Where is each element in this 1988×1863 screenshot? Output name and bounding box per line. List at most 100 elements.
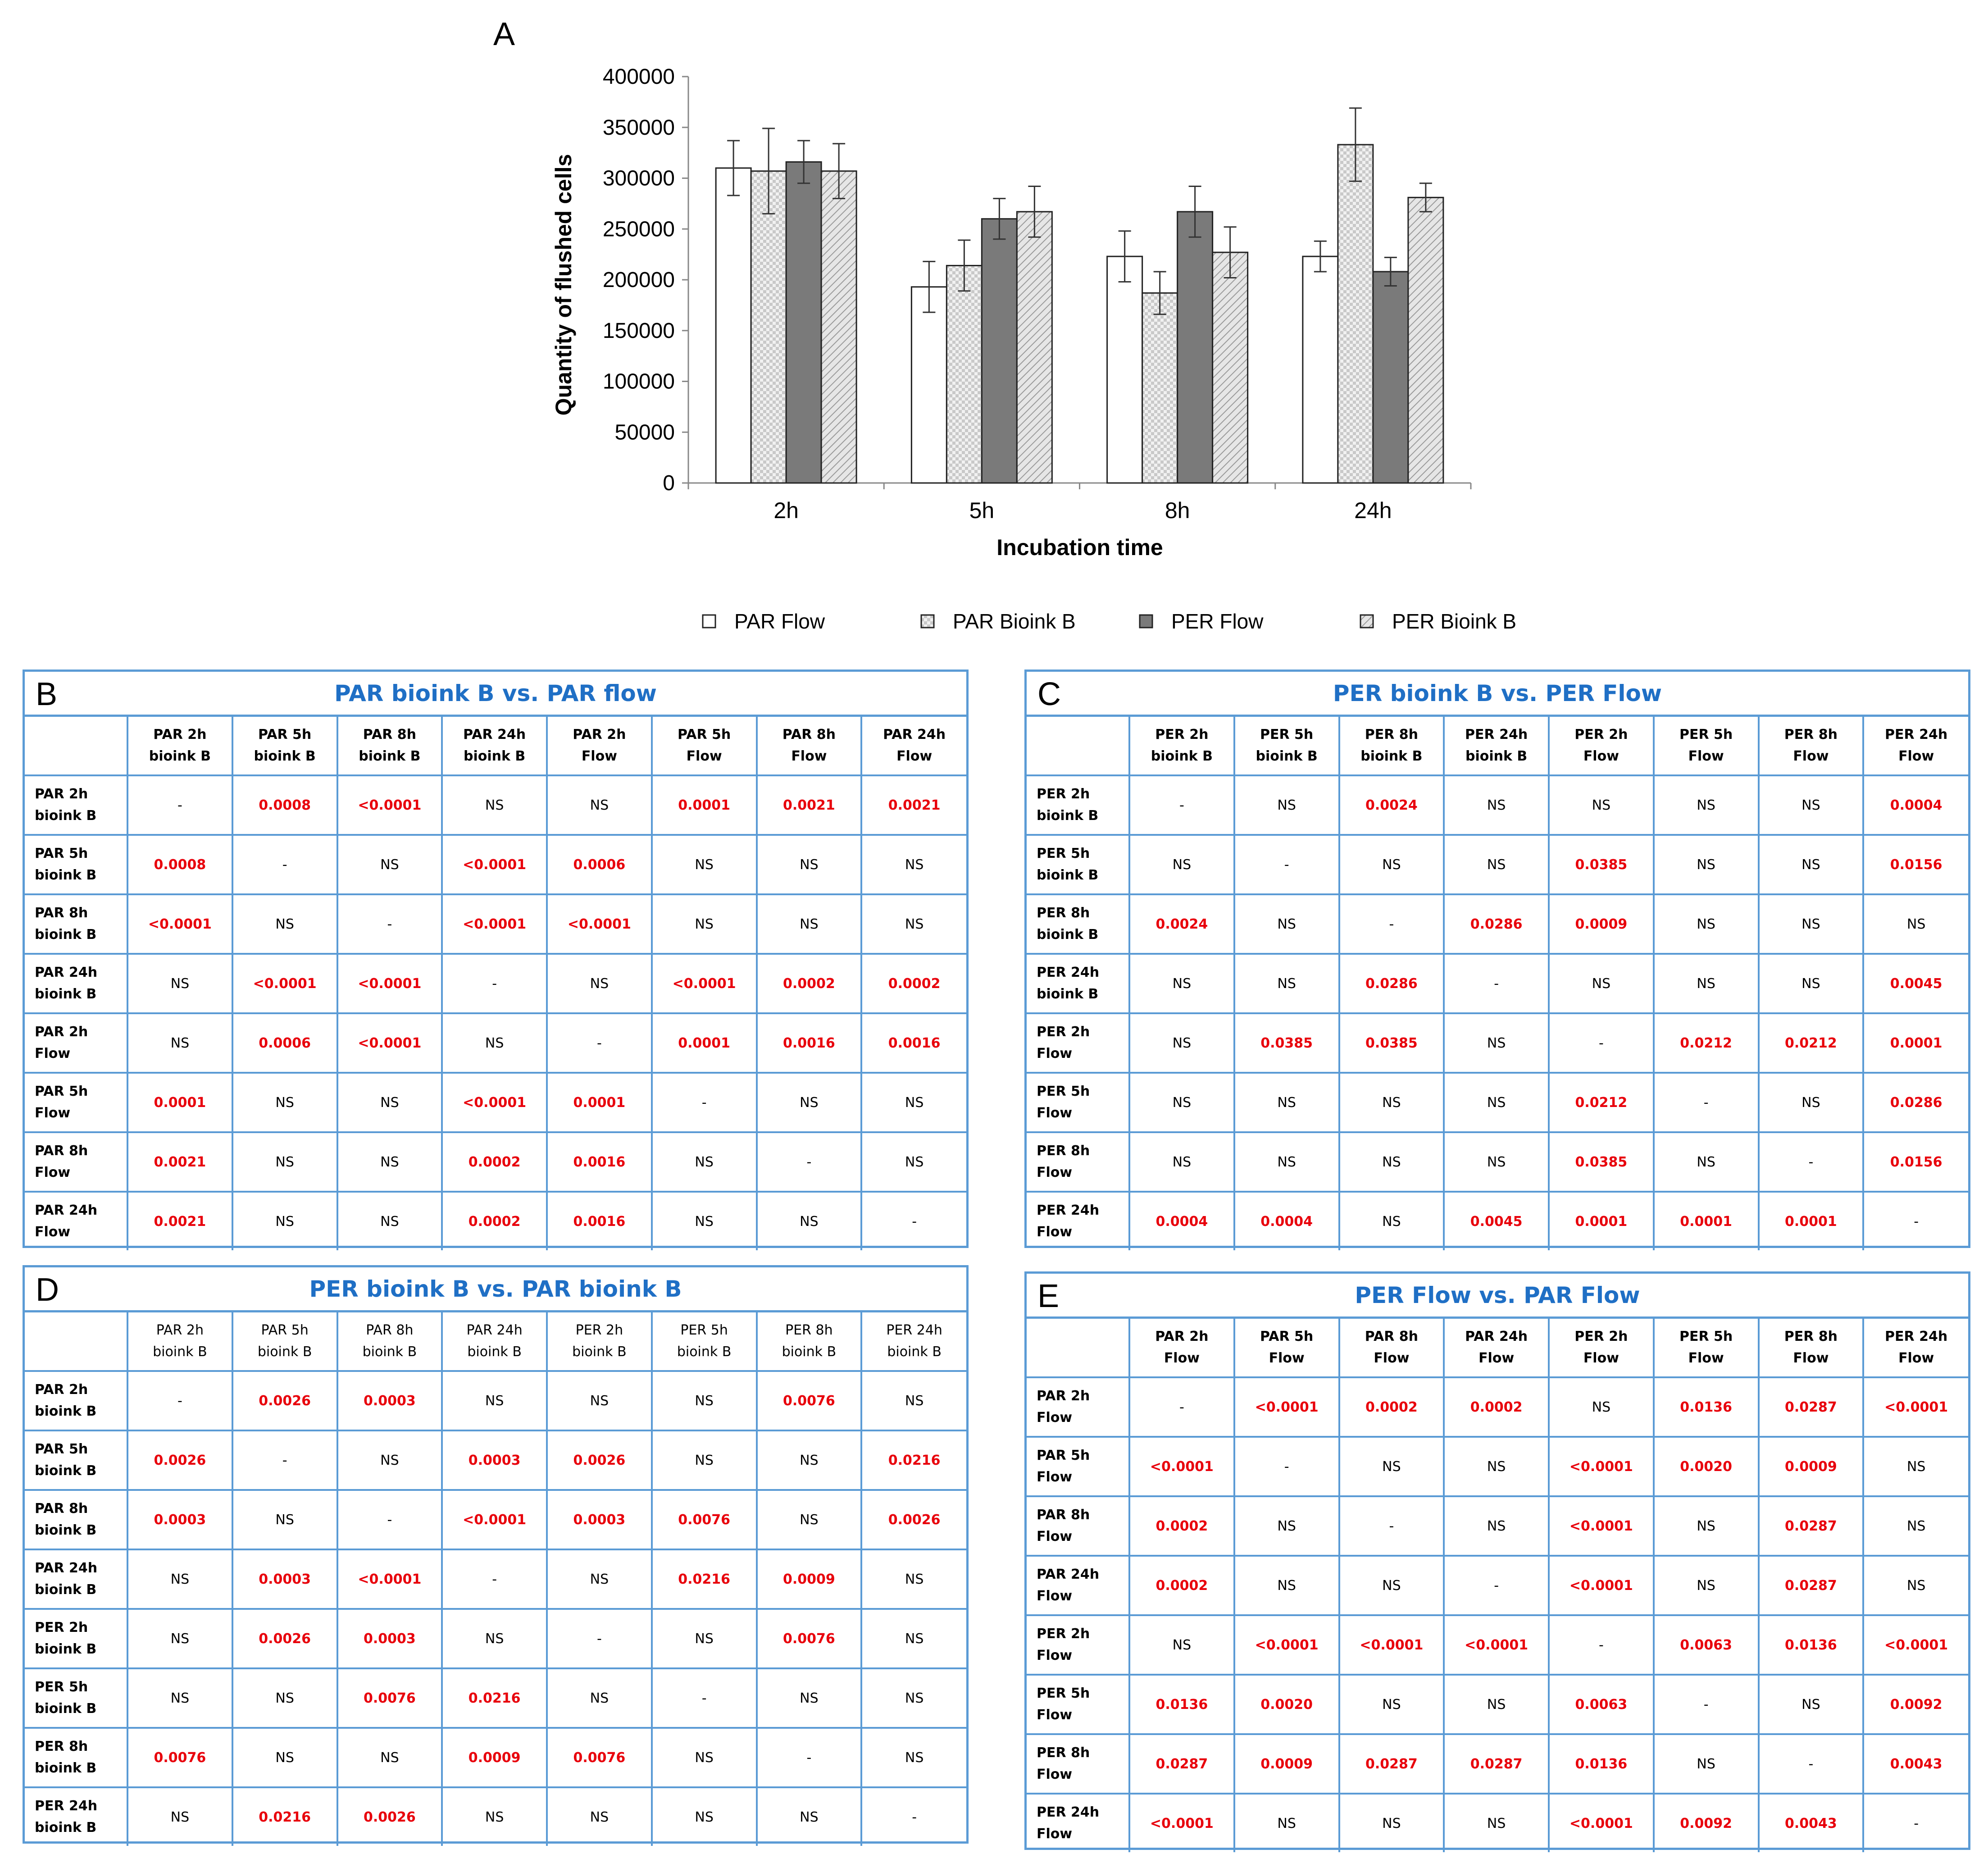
table-corner-cell <box>1027 717 1130 776</box>
p-value-cell: 0.0003 <box>231 1549 338 1610</box>
p-value-cell: 0.0076 <box>651 1489 758 1550</box>
table-cell: NS <box>546 953 653 1014</box>
p-value-cell: 0.0286 <box>1862 1072 1968 1133</box>
row-header: PAR 5h bioink B <box>25 834 128 895</box>
y-tick-label: 150000 <box>603 319 675 343</box>
table-cell: - <box>1652 1072 1760 1133</box>
panel-c: C PER bioink B vs. PER Flow PER 2h bioink… <box>1024 670 1970 1250</box>
table-cell: NS <box>127 1549 233 1610</box>
column-header: PAR 24h bioink B <box>441 1312 548 1372</box>
table-cell: NS <box>336 1727 443 1788</box>
table-corner-cell <box>1027 1319 1130 1378</box>
legend-swatch <box>702 614 716 629</box>
table-cell: NS <box>546 1786 653 1846</box>
table-cell: NS <box>860 893 966 955</box>
legend: PAR Flow PAR Bioink B PER Flow PER Bioink B <box>702 610 1516 633</box>
p-value-cell: 0.0004 <box>1128 1191 1235 1250</box>
table-cell: NS <box>1128 834 1235 895</box>
p-value-cell: 0.0003 <box>441 1430 548 1491</box>
table-cell: NS <box>441 1608 548 1669</box>
table-row: PER 2h Flow NS <0.0001 <0.0001 <0.0001-0.0063… <box>1027 1614 1968 1676</box>
column-header: PER 24h bioink B <box>1443 717 1550 776</box>
table-corner-cell <box>25 1312 128 1372</box>
table-row: PAR 8h bioink B <0.0001 NS - <0.0001 <0.0001 NS… <box>25 893 966 955</box>
p-value-cell: 0.0016 <box>546 1131 653 1193</box>
p-value-cell: 0.0001 <box>1652 1191 1760 1250</box>
table-cell: NS <box>860 1072 966 1133</box>
table-cell: - <box>441 1549 548 1610</box>
table-row: PAR 5h Flow <0.0001- NS NS <0.0001 0.0020 0.000… <box>1027 1436 1968 1497</box>
p-value-cell: <0.0001 <box>441 1072 548 1133</box>
column-header: PER 24h Flow <box>1862 717 1968 776</box>
row-header: PER 2h Flow <box>1027 1012 1130 1074</box>
p-value-cell: 0.0002 <box>1443 1376 1550 1438</box>
p-value-cell: 0.0286 <box>1443 893 1550 955</box>
table-cell: NS <box>755 1191 863 1250</box>
legend-label: PER Bioink B <box>1392 610 1516 633</box>
p-value-cell: 0.0216 <box>860 1430 966 1491</box>
p-value-cell: 0.0076 <box>755 1608 863 1669</box>
row-header: PAR 8h Flow <box>1027 1495 1130 1557</box>
bar <box>1372 271 1409 484</box>
row-header: PER 24h bioink B <box>25 1786 128 1846</box>
table-row: PAR 24h Flow 0.0002 NS NS - <0.0001 NS 0.0287 NS <box>1027 1555 1968 1616</box>
table-row: PAR 5h Flow 0.0001 NS NS <0.0001 0.0001- NS NS <box>25 1072 966 1133</box>
p-value-cell: <0.0001 <box>441 834 548 895</box>
panel-b-title-bar: B PAR bioink B vs. PAR flow <box>25 672 966 717</box>
table-header-row: PAR 2h bioink B PAR 5h bioink B PAR 8h bioink… <box>25 717 966 776</box>
table-cell: - <box>1548 1012 1655 1074</box>
table-cell: NS <box>1233 893 1340 955</box>
p-value-cell: 0.0009 <box>1233 1733 1340 1795</box>
p-value-cell: <0.0001 <box>336 953 443 1014</box>
p-value-cell: 0.0008 <box>231 774 338 836</box>
stats-table-b: PAR 2h bioink B PAR 5h bioink B PAR 8h bioink… <box>25 717 966 1250</box>
panel-letter-e: E <box>1037 1278 1060 1314</box>
table-cell: NS <box>1128 953 1235 1014</box>
row-header: PAR 2h bioink B <box>25 774 128 836</box>
table-row: PER 24h Flow <0.0001 NS NS NS <0.0001 0.0092 0.0… <box>1027 1793 1968 1852</box>
table-cell: NS <box>860 1667 966 1729</box>
table-cell: NS <box>231 893 338 955</box>
p-value-cell: <0.0001 <box>546 893 653 955</box>
table-cell: NS <box>231 1489 338 1550</box>
p-value-cell: 0.0156 <box>1862 1131 1968 1193</box>
panel-b-heading: PAR bioink B vs. PAR flow <box>334 680 657 706</box>
panel-e-heading: PER Flow vs. PAR Flow <box>1355 1282 1640 1308</box>
table-cell: NS <box>1862 1555 1968 1616</box>
p-value-cell: <0.0001 <box>1548 1436 1655 1497</box>
table-row: PER 8h bioink B 0.0076 NS NS 0.0009 0.0076 NS - N… <box>25 1727 966 1788</box>
table-cell: NS <box>1338 1674 1445 1735</box>
table-row: PER 24h Flow 0.0004 0.0004 NS 0.0045 0.0001 0.0… <box>1027 1191 1968 1250</box>
panel-letter-a: A <box>493 16 515 52</box>
table-cell: - <box>1757 1733 1865 1795</box>
table-row: PAR 2h Flow NS 0.0006 <0.0001 NS -0.0001 0.0016… <box>25 1012 966 1074</box>
table-cell: NS <box>755 834 863 895</box>
p-value-cell: <0.0001 <box>336 1012 443 1074</box>
column-header: PAR 24h Flow <box>1443 1319 1550 1378</box>
row-header: PER 5h Flow <box>1027 1674 1130 1735</box>
table-cell: NS <box>1338 1191 1445 1250</box>
table-row: PAR 8h Flow 0.0021 NS NS 0.0002 0.0016 NS - NS <box>25 1131 966 1193</box>
x-tick-label: 5h <box>969 498 995 523</box>
table-cell: NS <box>1652 774 1760 836</box>
table-row: PAR 5h bioink B 0.0026- NS 0.0003 0.0026 NS NS 0… <box>25 1430 966 1491</box>
table-row: PER 8h Flow 0.0287 0.0009 0.0287 0.0287 0.0136… <box>1027 1733 1968 1795</box>
row-header: PER 2h Flow <box>1027 1614 1130 1676</box>
y-tick-label: 0 <box>663 471 675 495</box>
y-tick-label: 100000 <box>603 370 675 394</box>
row-header: PAR 5h bioink B <box>25 1430 128 1491</box>
column-header: PAR 8h bioink B <box>336 717 443 776</box>
row-header: PAR 2h Flow <box>25 1012 128 1074</box>
table-cell: NS <box>546 1667 653 1729</box>
table-cell: NS <box>860 1727 966 1788</box>
p-value-cell: 0.0004 <box>1233 1191 1340 1250</box>
p-value-cell: 0.0045 <box>1443 1191 1550 1250</box>
p-value-cell: 0.0021 <box>127 1131 233 1193</box>
column-header: PER 24h bioink B <box>860 1312 966 1372</box>
bar <box>1337 144 1374 484</box>
table-header-row: PAR 2h bioink B PAR 5h bioink B PAR 8h bioink… <box>25 1312 966 1372</box>
table-cell: - <box>860 1191 966 1250</box>
table-cell: NS <box>127 1608 233 1669</box>
p-value-cell: <0.0001 <box>1338 1614 1445 1676</box>
p-value-cell: <0.0001 <box>127 893 233 955</box>
